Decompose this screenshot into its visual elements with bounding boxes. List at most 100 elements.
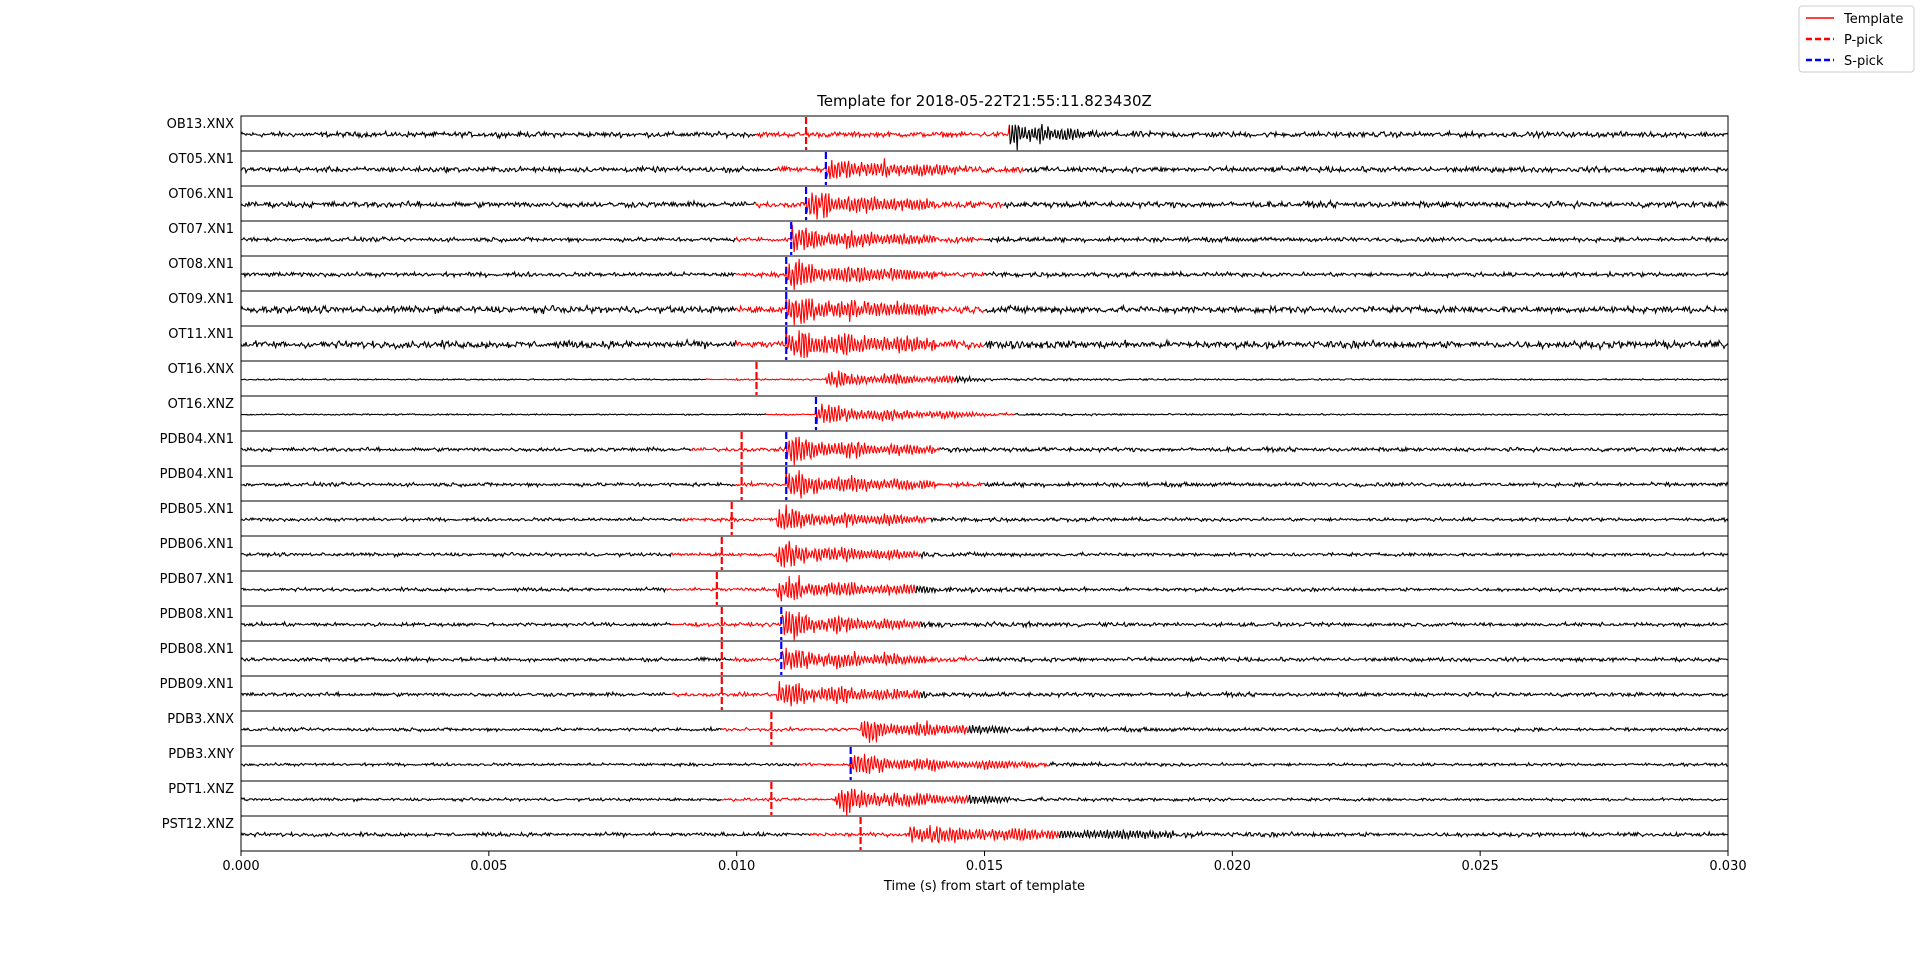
x-tick-label: 0.030 [1709,859,1746,874]
legend-label: S-pick [1844,54,1884,69]
template-trace [735,258,985,290]
x-tick-label: 0.020 [1214,859,1251,874]
waveform-trace [240,445,1729,454]
panel-frame [240,745,1729,782]
trace-label: OT08.XN1 [168,257,234,272]
template-trace [735,224,985,253]
template-trace [735,297,985,326]
x-tick-label: 0.010 [718,859,755,874]
trace-panels: OB13.XNX OT05.XN1 OT06.XN1 OT07.XN1 OT08.XN1… [160,115,1729,852]
trace-panel: PDB08.XN1 [160,640,1729,677]
legend-frame [1798,5,1915,73]
trace-label: PDB06.XN1 [160,537,234,552]
trace-label: PDB04.XN1 [160,432,234,447]
trace-panel: PDB07.XN1 [160,570,1729,607]
x-tick-label: 0.005 [470,859,507,874]
panel-frame [240,360,1729,397]
waveform-trace [240,550,1729,560]
trace-label: PDB08.XN1 [160,607,234,622]
trace-panel: OT07.XN1 [168,220,1729,257]
template-trace [731,647,980,670]
trace-label: PST12.XNZ [162,817,234,832]
template-trace [799,753,1049,774]
template-trace [671,681,921,707]
template-trace [775,158,1025,180]
trace-panel: PST12.XNZ [162,815,1729,852]
waveform-trace [240,828,1729,841]
trace-label: OT16.XNZ [168,397,234,412]
waveform-trace [240,690,1729,699]
trace-label: PDB08.XN1 [160,642,234,657]
trace-label: OT05.XN1 [168,152,234,167]
legend: Template P-pick S-pick [1798,5,1915,73]
panel-frame [240,500,1729,537]
waveform-trace [240,337,1729,352]
trace-panel: OT16.XNX [168,360,1729,397]
template-trace [809,824,1060,844]
chart-title: Template for 2018-05-22T21:55:11.823430Z [816,92,1152,110]
trace-label: PDB3.XNX [167,712,234,727]
waveform-trace [240,374,1729,385]
x-axis-label: Time (s) from start of template [883,879,1085,894]
template-trace [670,611,921,641]
template-trace [755,124,1010,140]
waveform-trace [240,794,1729,805]
trace-label: OT11.XN1 [168,327,234,342]
x-tick-label: 0.015 [966,859,1003,874]
waveform-trace [240,515,1729,524]
trace-panel: PDB3.XNX [167,710,1729,747]
template-trace [665,574,916,602]
template-trace [690,436,941,466]
trace-label: PDB3.XNY [168,747,234,762]
x-axis: 0.000 0.005 0.010 0.015 0.020 0.025 0.030 [222,851,1747,874]
waveform-trace [240,123,1729,151]
waveform-trace [240,269,1729,279]
trace-label: PDT1.XNZ [168,782,234,797]
waveform-trace [240,655,1729,664]
trace-panel: OT06.XN1 [168,185,1729,222]
trace-panel: PDB08.XN1 [160,605,1729,642]
template-trace [766,403,1015,425]
trace-panel: PDB04.XN1 [160,465,1729,502]
trace-label: PDB09.XN1 [160,677,234,692]
trace-panel: OB13.XNX [167,115,1729,152]
trace-label: OT09.XN1 [168,292,234,307]
waveform-trace [240,724,1729,736]
template-trace [705,370,956,388]
trace-label: PDB04.XN1 [160,467,234,482]
trace-label: OB13.XNX [167,117,234,132]
template-trace [680,504,931,530]
x-tick-label: 0.025 [1462,859,1499,874]
trace-label: OT07.XN1 [168,222,234,237]
trace-panel: OT16.XNZ [168,395,1729,432]
trace-label: PDB05.XN1 [160,502,234,517]
template-trace [735,470,985,499]
waveform-trace [240,164,1729,175]
trace-panel: OT08.XN1 [168,255,1729,292]
trace-panel: PDB05.XN1 [160,500,1729,537]
trace-label: OT06.XN1 [168,187,234,202]
trace-panel: OT09.XN1 [168,290,1729,327]
trace-label: OT16.XNX [168,362,234,377]
legend-label: P-pick [1844,33,1883,48]
waveform-trace [240,412,1729,417]
waveform-trace [240,480,1729,489]
waveform-trace [240,620,1729,629]
panel-frame [240,605,1729,642]
trace-panel: PDB06.XN1 [160,535,1729,572]
trace-label: PDB07.XN1 [160,572,234,587]
template-trace [721,720,969,743]
trace-panel: PDB09.XN1 [160,675,1729,712]
panel-frame [240,150,1729,187]
trace-panel: PDB3.XNY [168,745,1729,782]
template-trace [754,192,1005,220]
trace-panel: OT05.XN1 [168,150,1729,187]
template-trace [721,788,970,816]
waveform-trace [240,584,1729,595]
trace-panel: PDB04.XN1 [160,430,1729,467]
template-trace [735,328,985,359]
waveform-trace [240,198,1729,210]
template-trace [671,540,921,568]
waveform-trace [240,235,1729,244]
